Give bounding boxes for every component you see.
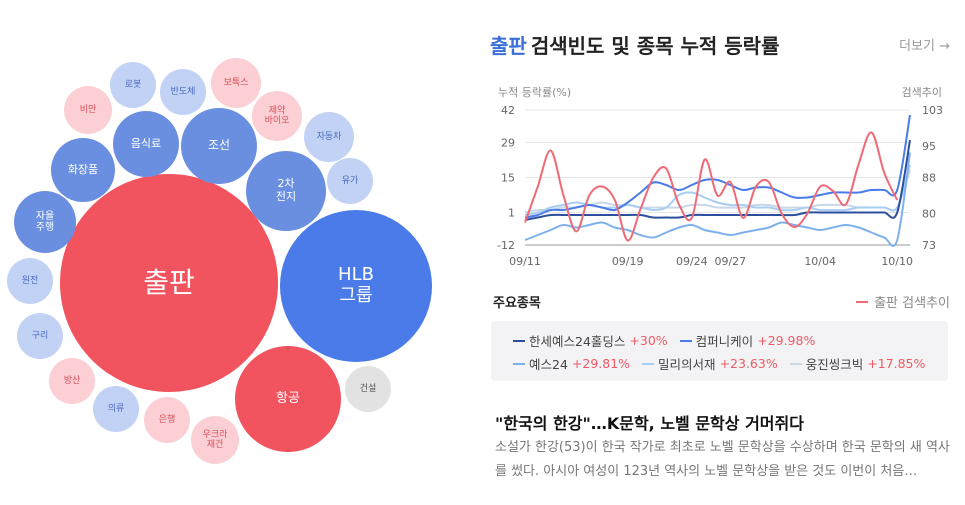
- theme-bubble[interactable]: 음식료: [113, 111, 179, 177]
- stock-item[interactable]: 밀리의서재 +23.63%: [642, 354, 778, 373]
- y-tick-label: 15: [501, 172, 515, 185]
- theme-bubble[interactable]: 2차 전지: [246, 151, 326, 231]
- more-link[interactable]: 더보기 →: [899, 39, 950, 54]
- x-tick-label: 09/11: [509, 255, 541, 268]
- stock-swatch: [513, 362, 525, 365]
- stock-change: +17.85%: [867, 356, 926, 371]
- stock-list: 한세예스24홀딩스 +30% 컴퍼니케이 +29.98% 예스24 +29.81% 밀리의…: [491, 321, 948, 381]
- y-tick-label: 42: [501, 104, 515, 117]
- theme-bubble[interactable]: 구리: [17, 313, 63, 359]
- theme-bubble[interactable]: 로봇: [110, 62, 156, 108]
- y-tick-label: 1: [508, 207, 515, 220]
- theme-bubble[interactable]: 의류: [93, 386, 139, 432]
- stock-change: +23.63%: [719, 356, 778, 371]
- y-tick-label: 29: [501, 137, 515, 150]
- stock-item[interactable]: 컴퍼니케이 +29.98%: [679, 331, 816, 350]
- y2-tick-label: 73: [922, 239, 936, 252]
- theme-bubble[interactable]: 반도체: [160, 69, 206, 115]
- news-headline[interactable]: "한국의 한강"…K문학, 노벨 문학상 거머쥐다: [495, 414, 804, 433]
- stock-swatch: [679, 339, 692, 342]
- stock-row: 한세예스24홀딩스 +30% 컴퍼니케이 +29.98%: [513, 329, 948, 352]
- stock-swatch: [789, 362, 802, 365]
- series-line: [524, 114, 911, 219]
- x-tick-label: 10/04: [804, 255, 836, 268]
- keyword-panel: 출판 검색빈도 및 종목 누적 등락률 더보기 → 누적 등락률(%) 검색추이 42…: [490, 0, 960, 505]
- y2-tick-label: 103: [922, 104, 943, 117]
- theme-bubble[interactable]: 조선: [181, 108, 257, 184]
- panel-title: 검색빈도 및 종목 누적 등락률: [530, 34, 780, 58]
- stock-item[interactable]: 한세예스24홀딩스 +30%: [513, 331, 668, 350]
- theme-bubble[interactable]: 항공: [235, 346, 341, 452]
- search-trend-legend: 출판 검색추이: [856, 292, 950, 311]
- y2-tick-label: 95: [922, 140, 936, 153]
- series-line: [524, 152, 911, 247]
- stocks-heading: 주요종목: [493, 296, 541, 311]
- news-summary: 소설가 한강(53)이 한국 작가로 최초로 노벨 문학상을 수상하며 한국 문…: [495, 440, 950, 479]
- search-and-return-chart: 누적 등락률(%) 검색추이 42 103 29 95 15 88 1 80 -12 73 09/11 0…: [497, 86, 943, 268]
- stock-name: 한세예스24홀딩스: [529, 334, 626, 349]
- stock-item[interactable]: 예스24 +29.81%: [513, 354, 630, 373]
- stock-name: 밀리의서재: [658, 357, 716, 372]
- x-tick-label: 09/27: [714, 255, 746, 268]
- y-axis-title: 누적 등락률(%): [498, 86, 571, 99]
- stock-swatch: [642, 362, 655, 365]
- stock-name: 예스24: [529, 357, 568, 372]
- theme-bubble[interactable]: 방산: [49, 358, 95, 404]
- stock-name: 웅진씽크빅: [805, 357, 864, 372]
- series-line: [524, 131, 899, 242]
- stock-change: +29.98%: [757, 333, 816, 348]
- stock-swatch: [513, 339, 525, 342]
- stock-change: +30%: [629, 333, 668, 348]
- theme-bubble[interactable]: 보톡스: [211, 58, 261, 108]
- panel-keyword: 출판: [490, 34, 527, 58]
- stock-item[interactable]: 웅진씽크빅 +17.85%: [789, 354, 926, 373]
- stock-name: 컴퍼니케이: [695, 334, 754, 349]
- theme-bubble[interactable]: HLB 그룹: [280, 210, 432, 362]
- stock-row: 예스24 +29.81% 밀리의서재 +23.63% 웅진씽크빅 +17.85%: [513, 352, 948, 375]
- x-tick-label: 09/19: [612, 255, 644, 268]
- stock-change: +29.81%: [571, 356, 631, 371]
- theme-bubble[interactable]: 건설: [345, 366, 391, 412]
- y2-tick-label: 88: [922, 172, 936, 185]
- panel-header: 출판 검색빈도 및 종목 누적 등락률 더보기 →: [490, 30, 950, 58]
- theme-bubble[interactable]: 자율 주행: [14, 191, 76, 253]
- theme-bubble[interactable]: 비만: [64, 86, 112, 134]
- theme-bubble[interactable]: 제약 바이오: [252, 91, 302, 141]
- series-line: [524, 139, 911, 221]
- search-trend-swatch: [856, 300, 869, 303]
- theme-bubble[interactable]: 우크라 재건: [191, 416, 239, 464]
- search-trend-label: 출판 검색추이: [874, 296, 950, 311]
- theme-bubble[interactable]: 유가: [327, 158, 373, 204]
- theme-bubble[interactable]: 원전: [7, 258, 53, 304]
- y2-tick-label: 80: [922, 208, 936, 221]
- theme-bubble[interactable]: 자동차: [304, 112, 354, 162]
- x-tick-label: 10/10: [881, 255, 913, 268]
- y2-axis-title: 검색추이: [902, 86, 942, 99]
- x-tick-label: 09/24: [676, 255, 708, 268]
- theme-bubble[interactable]: 출판: [60, 174, 278, 392]
- theme-bubble[interactable]: 화장품: [51, 138, 115, 202]
- y-tick-label: -12: [497, 239, 515, 252]
- theme-bubble[interactable]: 은행: [144, 397, 190, 443]
